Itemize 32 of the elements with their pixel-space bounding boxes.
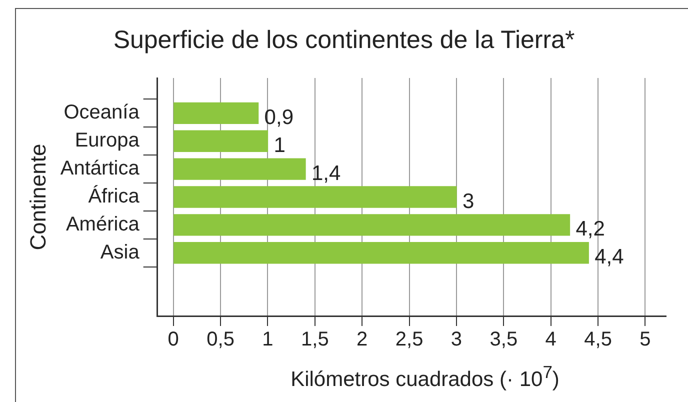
x-tick-label: 1 (262, 328, 274, 351)
x-tick-label: 2 (356, 328, 368, 351)
bar (174, 242, 589, 264)
x-tick-label: 3 (450, 328, 462, 351)
x-tick-label: 1,5 (301, 328, 329, 351)
y-tick-label: África (88, 184, 140, 208)
data-label: 0,9 (264, 106, 294, 129)
data-label: 4,4 (594, 246, 624, 269)
chart-title: Superficie de los continentes de la Tierra* (113, 26, 575, 54)
data-label: 3 (462, 190, 474, 213)
y-tick-label: Oceanía (64, 102, 140, 124)
bar (174, 158, 306, 180)
x-tick-label: 2,5 (395, 328, 424, 351)
y-axis-title: Continente (25, 144, 50, 250)
data-label: 1,4 (311, 162, 342, 185)
x-tick-label: 4 (545, 328, 556, 351)
y-tick-label: Europa (74, 130, 140, 152)
x-tick-label: 0 (168, 328, 179, 351)
x-tick-label: 0,5 (206, 328, 234, 351)
data-label: 1 (274, 134, 286, 157)
y-tick-label: Asia (100, 241, 140, 264)
x-axis-title: Kilómetros cuadrados (· 10$^{7}$) (290, 362, 560, 392)
bar (174, 130, 268, 152)
x-tick-label: 5 (640, 328, 651, 351)
data-label: 4,2 (576, 218, 605, 241)
y-tick-label: Antártica (60, 158, 140, 180)
bar (174, 214, 570, 236)
x-tick-label: 3,5 (490, 328, 518, 351)
bar (174, 102, 259, 124)
x-tick-label: 4,5 (584, 328, 612, 351)
y-tick-label: América (66, 213, 140, 236)
bar (174, 186, 457, 208)
